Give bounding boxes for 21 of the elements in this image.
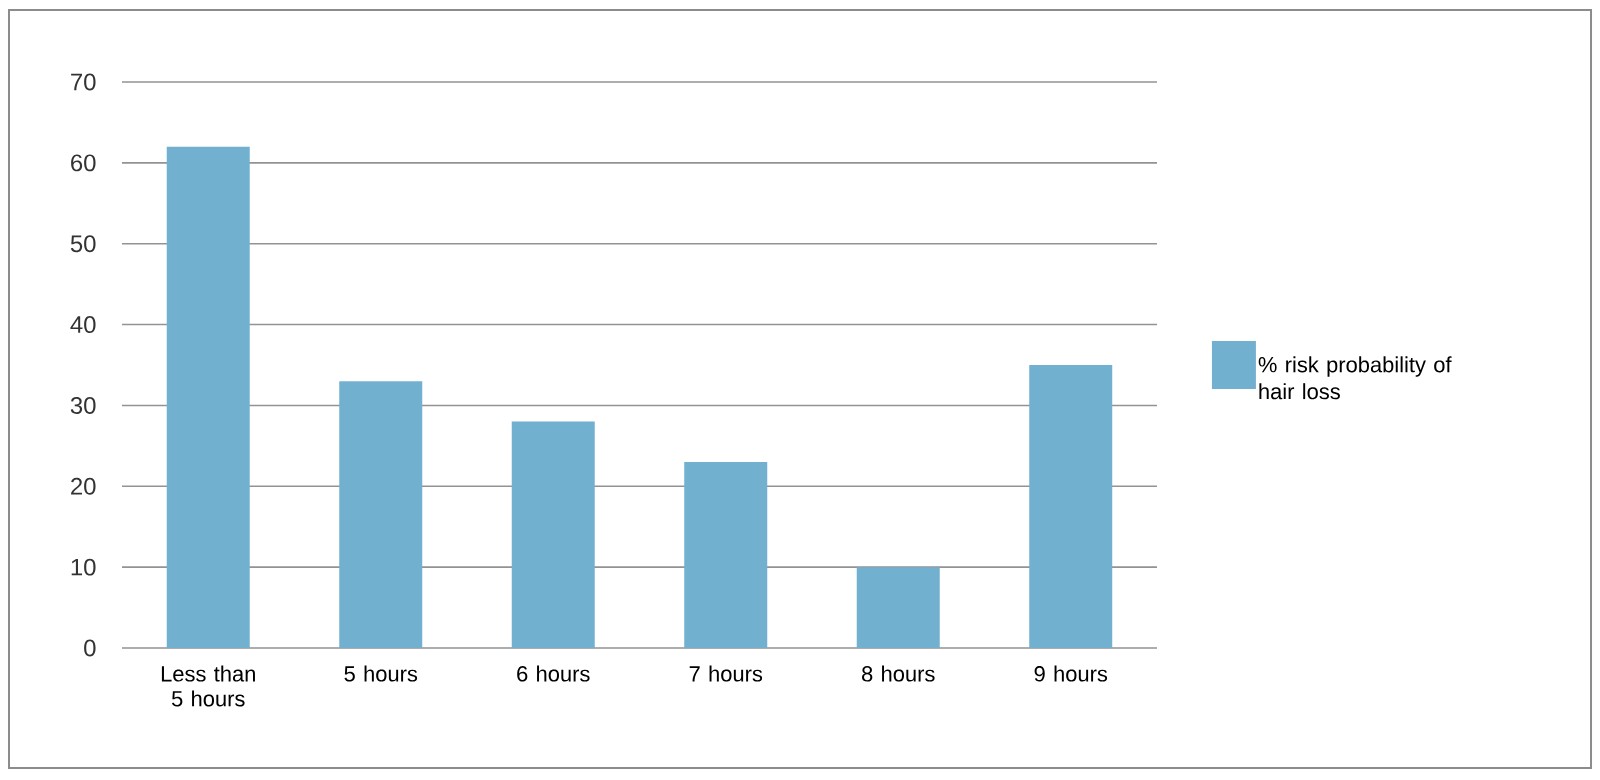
legend-label: % risk probability of hair loss <box>1258 356 1452 400</box>
bar <box>511 421 595 648</box>
y-tick-label: 30 <box>70 396 96 414</box>
x-tick-label: 8 hours <box>862 665 935 682</box>
bar <box>166 146 250 648</box>
bar <box>856 567 940 648</box>
bar <box>684 462 768 648</box>
y-tick-label: 0 <box>84 639 96 657</box>
x-tick-label: 5 hours <box>344 665 418 682</box>
bar <box>1029 365 1113 648</box>
y-tick-label: 60 <box>71 154 96 172</box>
bar <box>339 381 423 648</box>
y-tick-label: 40 <box>70 316 96 334</box>
y-tick-label: 50 <box>70 235 96 253</box>
y-tick-label: 20 <box>71 477 96 495</box>
x-tick-label: 7 hours <box>689 665 763 682</box>
x-tick-label: Less than 5 hours <box>161 665 255 707</box>
x-tick-label: 6 hours <box>517 665 590 682</box>
y-tick-label: 70 <box>71 73 96 91</box>
x-tick-label: 9 hours <box>1034 665 1108 682</box>
y-tick-label: 10 <box>71 558 96 576</box>
